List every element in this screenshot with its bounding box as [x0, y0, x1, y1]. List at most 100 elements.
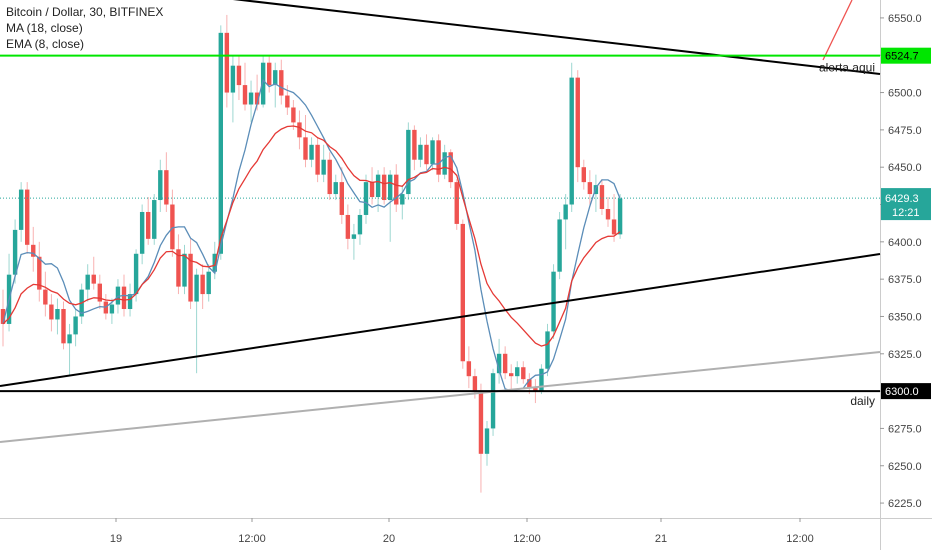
candle-body[interactable]	[182, 253, 187, 287]
candle-body[interactable]	[273, 70, 278, 86]
candle-body[interactable]	[200, 274, 205, 295]
candle-body[interactable]	[152, 200, 157, 239]
candle-body[interactable]	[490, 373, 496, 429]
candle-body[interactable]	[418, 144, 423, 160]
candle-body[interactable]	[369, 182, 375, 198]
candle-body[interactable]	[67, 334, 72, 344]
candle-body[interactable]	[297, 122, 302, 138]
candle-body[interactable]	[43, 289, 48, 305]
candle-body[interactable]	[509, 373, 514, 377]
ma-indicator-label[interactable]: MA (18, close)	[6, 21, 83, 35]
candle-body[interactable]	[49, 304, 54, 320]
candle-body[interactable]	[206, 271, 211, 295]
candle-body[interactable]	[521, 367, 526, 380]
candle-body[interactable]	[230, 65, 236, 93]
candle-body[interactable]	[176, 249, 181, 287]
candle-body[interactable]	[575, 77, 580, 168]
candle-body[interactable]	[109, 304, 115, 314]
candle-body[interactable]	[25, 189, 30, 245]
candle-body[interactable]	[442, 152, 447, 175]
candle-body[interactable]	[436, 140, 441, 175]
candle-body[interactable]	[412, 129, 417, 160]
candle-body[interactable]	[351, 234, 357, 239]
candle-body[interactable]	[315, 144, 320, 175]
candle-body[interactable]	[18, 189, 24, 230]
candle-body[interactable]	[394, 174, 399, 205]
candle-body[interactable]	[581, 167, 586, 183]
candle-body[interactable]	[127, 294, 133, 310]
candle-body[interactable]	[321, 159, 326, 175]
candle-body[interactable]	[406, 129, 411, 195]
candle-body[interactable]	[309, 144, 314, 160]
candle-body[interactable]	[454, 182, 459, 224]
candle-body[interactable]	[115, 286, 121, 305]
candle-body[interactable]	[448, 152, 453, 183]
candle-body[interactable]	[194, 274, 199, 302]
candle-body[interactable]	[484, 428, 490, 454]
candle-body[interactable]	[91, 274, 96, 284]
upper-trendline[interactable]	[0, 0, 881, 75]
candle-body[interactable]	[55, 309, 60, 320]
candle-body[interactable]	[502, 353, 508, 374]
candle-body[interactable]	[569, 77, 574, 205]
candle-body[interactable]	[170, 204, 175, 250]
candle-body[interactable]	[587, 182, 593, 195]
candle-body[interactable]	[333, 182, 338, 195]
candle-body[interactable]	[617, 198, 623, 235]
candle-body[interactable]	[242, 85, 248, 105]
candle-body[interactable]	[61, 309, 66, 344]
candle-body[interactable]	[460, 223, 465, 362]
red-projection-line[interactable]	[822, 0, 853, 61]
candle-body[interactable]	[605, 208, 611, 220]
candle-body[interactable]	[478, 391, 484, 454]
candle-body[interactable]	[73, 316, 78, 335]
candle-body[interactable]	[466, 361, 472, 377]
candle-body[interactable]	[539, 368, 544, 392]
candle-body[interactable]	[121, 286, 127, 310]
candle-body[interactable]	[248, 92, 254, 105]
candle-body[interactable]	[563, 204, 568, 220]
candle-body[interactable]	[285, 95, 290, 108]
ema-indicator-label[interactable]: EMA (8, close)	[6, 37, 85, 51]
candle-body[interactable]	[599, 185, 605, 209]
candle-body[interactable]	[424, 144, 429, 165]
candle-body[interactable]	[551, 271, 556, 332]
candle-body[interactable]	[400, 194, 405, 205]
candle-body[interactable]	[339, 182, 344, 215]
candle-body[interactable]	[472, 376, 478, 392]
candle-body[interactable]	[430, 140, 435, 165]
candle-body[interactable]	[279, 70, 284, 96]
candle-body[interactable]	[0, 309, 6, 324]
candle-body[interactable]	[158, 170, 163, 201]
candle-body[interactable]	[12, 229, 18, 275]
candle-body[interactable]	[260, 62, 266, 105]
grey-trendline[interactable]	[0, 351, 881, 443]
candle-body[interactable]	[254, 92, 260, 105]
candle-body[interactable]	[527, 379, 532, 389]
candle-body[interactable]	[545, 331, 550, 369]
candle-body[interactable]	[611, 219, 617, 235]
candle-body[interactable]	[327, 159, 332, 195]
candle-body[interactable]	[267, 62, 272, 86]
candle-body[interactable]	[388, 174, 393, 201]
candle-body[interactable]	[375, 174, 381, 198]
candle-body[interactable]	[533, 388, 538, 392]
candle-body[interactable]	[496, 353, 502, 374]
candle-body[interactable]	[31, 244, 36, 257]
candle-body[interactable]	[37, 256, 42, 290]
candle-body[interactable]	[97, 283, 102, 302]
candle-body[interactable]	[218, 32, 223, 254]
candle-body[interactable]	[164, 170, 169, 205]
candle-body[interactable]	[224, 32, 230, 93]
candle-body[interactable]	[146, 211, 151, 239]
candle-body[interactable]	[85, 274, 90, 290]
candle-body[interactable]	[188, 253, 193, 302]
candle-body[interactable]	[345, 214, 351, 239]
candle-body[interactable]	[236, 65, 242, 86]
lower-trendline[interactable]	[0, 253, 881, 387]
candle-body[interactable]	[291, 107, 296, 123]
candle-body[interactable]	[381, 174, 387, 201]
candle-body[interactable]	[303, 137, 308, 160]
candle-body[interactable]	[557, 219, 562, 272]
